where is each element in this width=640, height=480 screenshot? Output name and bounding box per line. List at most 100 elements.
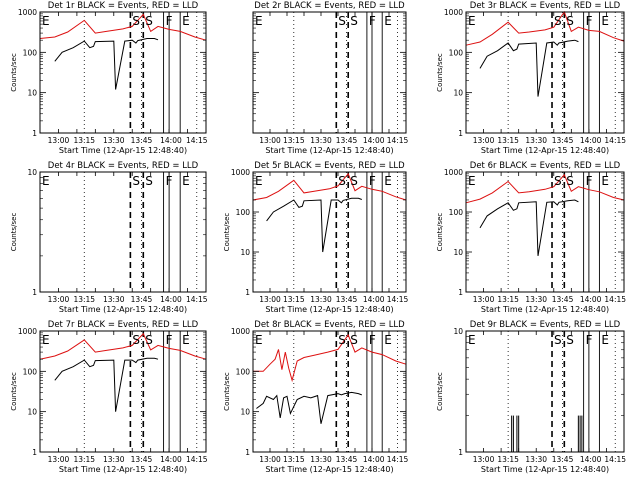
y-axis-label: Counts/sec [436,213,444,252]
panel-title: Det 7r BLACK = Events, RED = LLD [48,320,199,330]
x-tick-label: 13:00 [259,136,281,145]
x-tick-label: 13:30 [525,455,547,464]
lld-series-line [39,332,207,360]
x-tick-label: 14:15 [387,455,409,464]
x-tick-label: 13:15 [283,455,305,464]
event-marker-s: S [145,333,153,347]
event-marker-f: F [369,333,376,347]
x-tick-label: 13:15 [497,295,519,304]
x-tick-label: 14:15 [387,136,409,145]
event-marker-e: E [384,174,392,188]
y-axis-label: Counts/sec [10,53,18,92]
event-marker-f: F [586,333,593,347]
event-marker-e: E [601,333,609,347]
x-tick-label: 13:15 [283,136,305,145]
x-tick-label: 13:00 [473,136,495,145]
event-marker-s: S [350,333,358,347]
x-tick-label: 13:30 [525,295,547,304]
x-axis-label: Start Time (12-Apr-15 12:48:40) [265,146,393,155]
y-axis-label: Counts/sec [223,213,231,252]
y-tick-label: 10 [27,408,37,417]
event-marker-s: S [132,333,140,347]
x-tick-label: 14:15 [186,455,208,464]
x-axis-label: Start Time (12-Apr-15 12:48:40) [59,465,187,474]
x-tick-label: 13:15 [283,295,305,304]
events-series-line [54,38,159,90]
event-marker-s: S [350,174,358,188]
event-marker-s: S [145,14,153,28]
x-tick-label: 13:30 [525,136,547,145]
x-tick-label: 13:45 [336,455,358,464]
x-axis-label: Start Time (12-Apr-15 12:48:40) [481,146,609,155]
x-tick-label: 14:00 [363,136,385,145]
lld-series-line [252,172,407,201]
x-tick-label: 13:15 [73,295,95,304]
panel-title: Det 8r BLACK = Events, RED = LLD [254,320,405,330]
y-tick-label: 100 [449,48,464,57]
event-marker-e: E [42,333,50,347]
y-tick-label: 10 [453,89,463,98]
y-tick-label: 1 [32,448,37,457]
x-tick-label: 13:45 [336,136,358,145]
plot-frame [252,11,407,134]
x-tick-label: 13:30 [310,455,332,464]
panel-det-7: Det 7r BLACK = Events, RED = LLD 13:00 13:… [10,320,208,474]
plot-frame [252,171,407,293]
lld-series-line [465,10,625,46]
y-tick-label: 100 [236,208,251,217]
plot-frame [252,330,407,453]
panel-title: Det 2r BLACK = Events, RED = LLD [254,1,405,11]
event-marker-s: S [145,174,153,188]
x-tick-label: 13:00 [473,295,495,304]
x-axis-label: Start Time (12-Apr-15 12:48:40) [481,465,609,474]
y-tick-label: 1 [458,129,463,138]
y-tick-label: 10 [240,248,250,257]
event-marker-e: E [182,174,190,188]
x-tick-label: 13:00 [48,455,70,464]
y-tick-label: 1 [245,448,250,457]
x-tick-label: 14:00 [160,136,182,145]
panel-det-3: Det 3r BLACK = Events, RED = LLD 13:00 13:… [436,1,626,155]
y-tick-label: 1 [245,288,250,297]
event-marker-s: S [566,333,574,347]
event-marker-e: E [255,14,263,28]
event-marker-e: E [182,14,190,28]
panel-title: Det 6r BLACK = Events, RED = LLD [470,161,621,171]
event-marker-f: F [369,174,376,188]
panel-title: Det 3r BLACK = Events, RED = LLD [470,1,621,11]
x-tick-label: 14:15 [387,295,409,304]
y-axis-label: Counts/sec [10,213,18,252]
events-series-line [256,391,362,424]
events-series-line [54,357,159,412]
x-tick-label: 14:15 [186,136,208,145]
x-axis-label: Start Time (12-Apr-15 12:48:40) [265,465,393,474]
x-tick-label: 14:00 [580,136,602,145]
y-tick-label: 1000 [231,327,250,336]
y-axis-label: Counts/sec [10,372,18,411]
x-tick-label: 14:15 [604,136,626,145]
panel-title: Det 1r BLACK = Events, RED = LLD [48,1,199,11]
lld-series-line [39,13,207,41]
x-tick-label: 13:00 [259,295,281,304]
event-marker-s: S [554,333,562,347]
y-axis-label: Counts/sec [436,372,444,411]
event-marker-e: E [42,174,50,188]
x-tick-label: 13:15 [73,455,95,464]
y-tick-label: 10 [240,408,250,417]
x-tick-label: 13:15 [497,455,519,464]
x-tick-label: 14:15 [604,295,626,304]
event-marker-e: E [601,14,609,28]
plot-frame [39,11,207,134]
event-marker-s: S [338,174,346,188]
y-tick-label: 10 [453,327,463,336]
x-tick-label: 14:00 [363,295,385,304]
x-axis-label: Start Time (12-Apr-15 12:48:40) [481,305,609,314]
event-marker-s: S [554,174,562,188]
y-tick-label: 10 [27,168,37,177]
y-tick-label: 1000 [231,168,250,177]
